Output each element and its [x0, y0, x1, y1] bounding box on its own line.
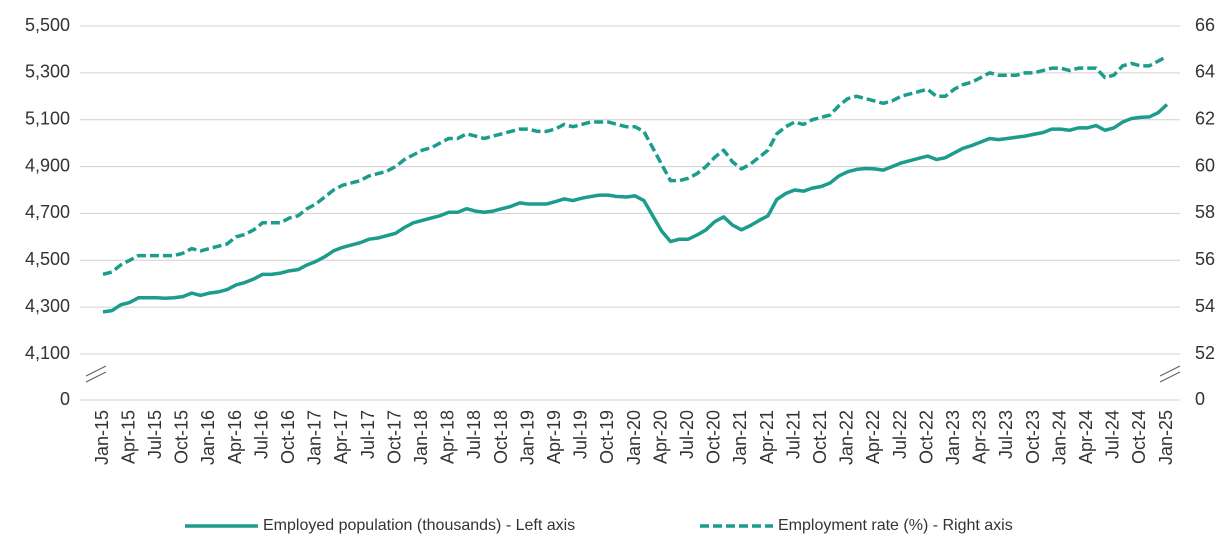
x-tick-label: Jul-15	[145, 410, 165, 459]
x-tick-label: Oct-17	[384, 410, 404, 464]
x-tick-label: Apr-16	[225, 410, 245, 464]
y-tick-label: 4,100	[25, 343, 70, 363]
x-tick-label: Oct-19	[597, 410, 617, 464]
x-tick-label: Apr-23	[970, 410, 990, 464]
series-line	[102, 103, 1169, 314]
y2-tick-label: 52	[1195, 343, 1215, 363]
legend-label: Employment rate (%) - Right axis	[778, 517, 1013, 534]
y2-tick-label: 64	[1195, 62, 1215, 82]
x-tick-label: Apr-21	[757, 410, 777, 464]
x-tick-label: Oct-21	[810, 410, 830, 464]
y2-tick-label: 54	[1195, 296, 1215, 316]
y2-tick-label: 0	[1195, 389, 1205, 409]
x-tick-label: Jan-16	[198, 410, 218, 465]
x-tick-label: Jul-24	[1103, 410, 1123, 459]
x-tick-label: Jul-22	[890, 410, 910, 459]
x-tick-label: Oct-15	[172, 410, 192, 464]
x-tick-label: Jan-23	[943, 410, 963, 465]
x-tick-label: Apr-18	[438, 410, 458, 464]
x-tick-label: Oct-18	[491, 410, 511, 464]
x-tick-label: Apr-22	[863, 410, 883, 464]
x-tick-label: Jan-24	[1049, 410, 1069, 465]
y-tick-label: 4,700	[25, 202, 70, 222]
y-tick-label: 5,300	[25, 62, 70, 82]
y-tick-label: 5,100	[25, 108, 70, 128]
x-tick-label: Apr-17	[331, 410, 351, 464]
y-tick-label: 4,900	[25, 155, 70, 175]
axis-break	[85, 365, 1181, 383]
x-tick-label: Jan-21	[730, 410, 750, 465]
x-tick-label: Jan-22	[837, 410, 857, 465]
x-tick-label: Oct-24	[1129, 410, 1149, 464]
y-tick-label: 4,300	[25, 296, 70, 316]
x-tick-label: Jan-18	[411, 410, 431, 465]
y2-tick-label: 56	[1195, 249, 1215, 269]
x-tick-label: Oct-16	[278, 410, 298, 464]
y-tick-label: 5,500	[25, 15, 70, 35]
x-tick-label: Oct-22	[916, 410, 936, 464]
x-tick-label: Jan-25	[1156, 410, 1176, 465]
x-tick-label: Jul-18	[464, 410, 484, 459]
x-tick-label: Jul-19	[571, 410, 591, 459]
x-tick-label: Jul-21	[783, 410, 803, 459]
x-tick-label: Apr-20	[650, 410, 670, 464]
y2-tick-label: 66	[1195, 15, 1215, 35]
legend-label: Employed population (thousands) - Left a…	[263, 517, 575, 534]
x-tick-label: Jul-20	[677, 410, 697, 459]
x-tick-label: Jan-17	[305, 410, 325, 465]
x-tick-label: Jan-15	[92, 410, 112, 465]
x-tick-label: Jul-23	[996, 410, 1016, 459]
x-tick-label: Oct-23	[1023, 410, 1043, 464]
x-tick-label: Jan-20	[624, 410, 644, 465]
x-tick-label: Apr-15	[118, 410, 138, 464]
y2-tick-label: 62	[1195, 108, 1215, 128]
x-tick-label: Jul-16	[251, 410, 271, 459]
y2-tick-label: 60	[1195, 155, 1215, 175]
series-line	[102, 54, 1168, 277]
y2-tick-label: 58	[1195, 202, 1215, 222]
y-tick-label: 4,500	[25, 249, 70, 269]
x-tick-label: Apr-24	[1076, 410, 1096, 464]
x-tick-label: Oct-20	[704, 410, 724, 464]
x-tick-label: Apr-19	[544, 410, 564, 464]
x-tick-label: Jul-17	[358, 410, 378, 459]
y-tick-label: 0	[60, 389, 70, 409]
x-tick-label: Jan-19	[517, 410, 537, 465]
